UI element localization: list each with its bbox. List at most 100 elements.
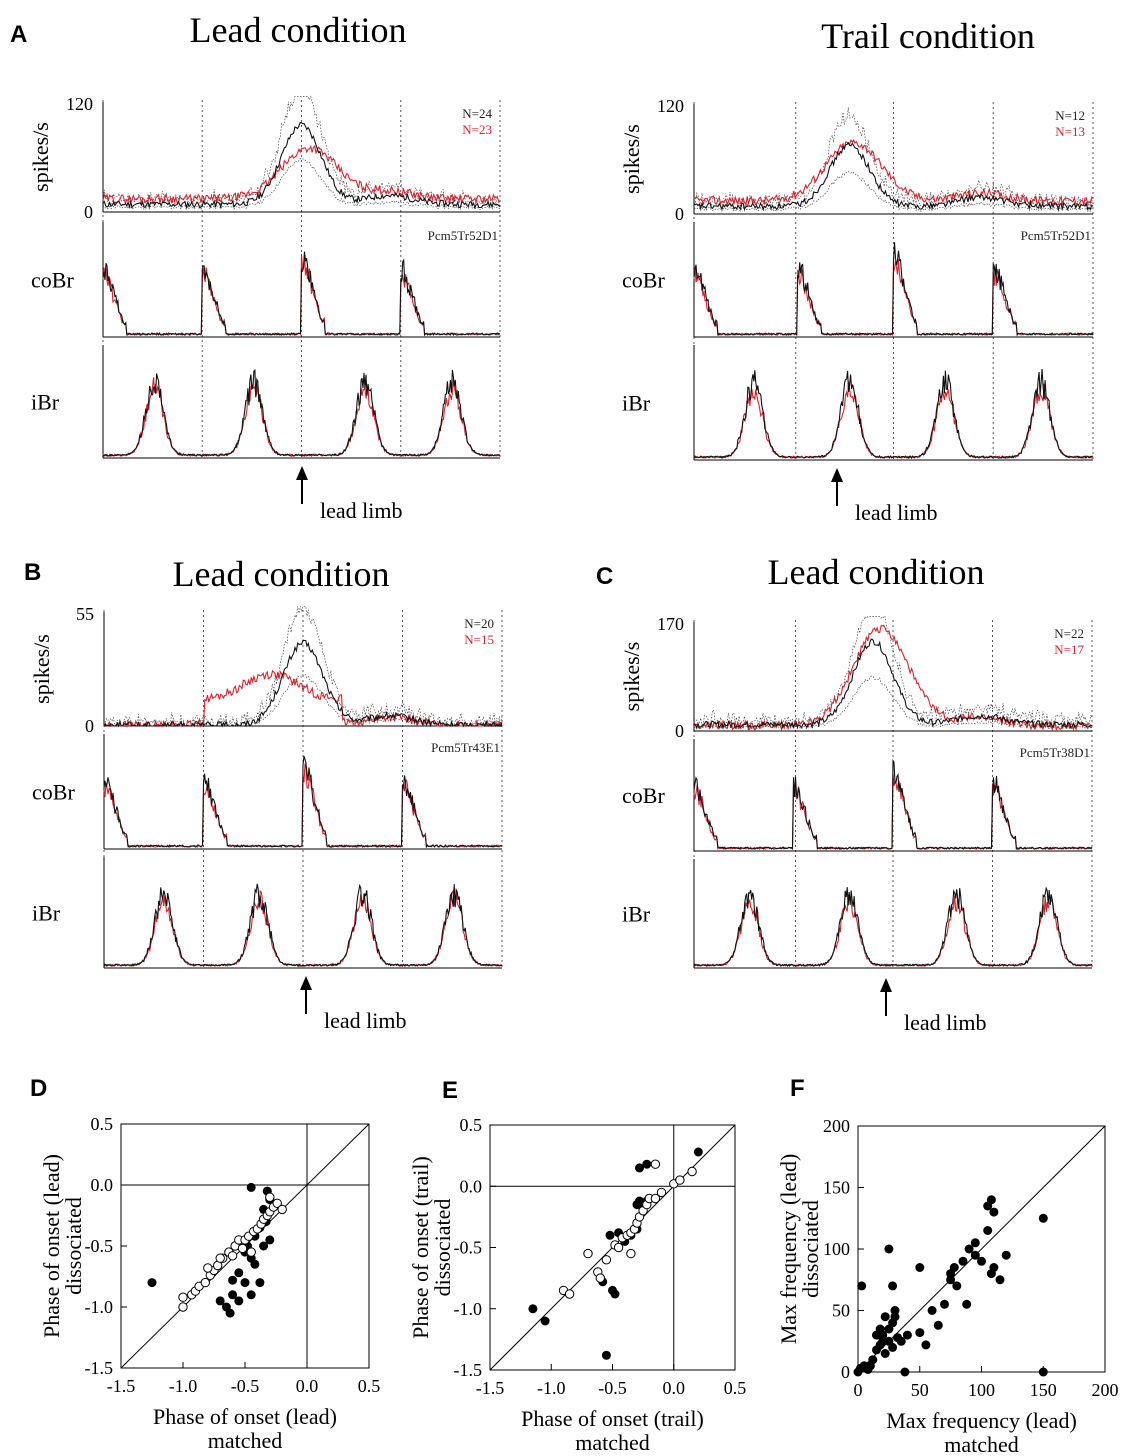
filled-point-47 <box>875 1324 885 1334</box>
open-point-29 <box>246 1247 256 1257</box>
ibr-trace-black <box>102 368 501 457</box>
filled-point-2 <box>601 1350 611 1360</box>
arrow-head <box>831 468 843 482</box>
rate-trace-red <box>103 669 503 728</box>
x-tick-label-2: 100 <box>968 1380 995 1400</box>
filled-point-24 <box>921 1340 931 1350</box>
rate-ymax-label: 55 <box>76 604 94 624</box>
x-tick-label-2: -0.5 <box>598 1378 627 1398</box>
cobr-trace-black <box>102 251 501 337</box>
filled-point-38 <box>986 1195 996 1205</box>
ibr-trace-black <box>103 883 503 968</box>
cell-id-label: Pcm5Tr43E1 <box>431 740 500 755</box>
filled-point-20 <box>215 1296 225 1306</box>
open-point-23 <box>626 1248 636 1259</box>
x-axis-label: Phase of onset (lead) <box>153 1404 337 1429</box>
scatter-e: -1.5 -1.0 -0.5 0.0 0.5 0.5 0.0 -0.5 -1.0 -1.5 Phas… <box>408 1115 746 1455</box>
panel-label-b: B <box>24 559 41 586</box>
filled-point-36 <box>983 1226 993 1235</box>
open-point-0 <box>178 1302 188 1312</box>
panel-c-traces: 170 0 spikes/s N=22N=17 Pcm5Tr38D1 coBr iBr lea… <box>619 614 1093 1035</box>
x-axis-label-2: matched <box>208 1428 283 1453</box>
filled-point-16 <box>642 1159 652 1169</box>
y-tick-label-3: -1.0 <box>85 1297 114 1317</box>
open-point-22 <box>595 1273 605 1283</box>
n-black-label: N=20 <box>464 616 494 631</box>
filled-point-17 <box>888 1281 898 1291</box>
filled-point-18 <box>884 1244 894 1254</box>
filled-point-28 <box>946 1275 956 1285</box>
filled-point-42 <box>1001 1250 1011 1260</box>
open-point-5 <box>200 1277 211 1288</box>
panel-a-trail-title: Trail condition <box>821 16 1035 56</box>
filled-point-33 <box>962 1299 972 1309</box>
y-tick-label-0: 200 <box>823 1116 850 1136</box>
ibr-trace-black <box>693 886 1093 968</box>
x-tick-label-0: -1.5 <box>476 1378 505 1398</box>
filled-point-25 <box>915 1263 925 1272</box>
panel-label-c: C <box>596 563 613 590</box>
filled-point-43 <box>986 1269 996 1279</box>
x-axis-label-2: matched <box>944 1432 1019 1456</box>
ibr-label: iBr <box>31 390 60 415</box>
n-red-label: N=15 <box>464 632 494 647</box>
open-point-4 <box>601 1255 612 1265</box>
open-point-16 <box>650 1193 661 1204</box>
open-point-1 <box>178 1292 188 1302</box>
open-point-25 <box>277 1204 287 1215</box>
filled-point-20 <box>896 1336 906 1346</box>
panel-a-title: Lead condition <box>190 10 407 50</box>
filled-point-0 <box>528 1304 538 1314</box>
filled-point-34 <box>970 1238 980 1248</box>
y-tick-label-4: -1.5 <box>454 1360 483 1380</box>
arrow-label: lead limb <box>855 500 937 525</box>
filled-point-15 <box>635 1163 644 1173</box>
y-axis-label: Phase of onset (lead) <box>39 1154 64 1338</box>
cobr-label: coBr <box>622 268 665 293</box>
filled-point-9 <box>880 1349 890 1358</box>
x-tick-label-0: 0 <box>854 1380 863 1400</box>
filled-point-21 <box>259 1241 269 1251</box>
rate-trace-black <box>102 122 501 210</box>
filled-point-26 <box>933 1320 943 1330</box>
ibr-label: iBr <box>622 902 651 927</box>
rate-trace-red <box>693 138 1094 207</box>
filled-point-19 <box>246 1290 256 1300</box>
rate-trace-black <box>103 639 503 728</box>
rate-sd-upper <box>693 615 1093 730</box>
filled-point-48 <box>865 1361 875 1371</box>
x-tick-label-3: 0.0 <box>296 1376 319 1396</box>
open-point-24 <box>272 1198 282 1209</box>
y-axis-label-2: dissociated <box>61 1197 86 1295</box>
y-tick-label-2: -0.5 <box>454 1238 483 1258</box>
filled-point-12 <box>228 1275 238 1285</box>
arrow-label: lead limb <box>320 498 402 523</box>
filled-point-4 <box>610 1289 620 1299</box>
identity-line <box>857 1125 1106 1373</box>
cobr-label: coBr <box>31 268 74 293</box>
y-tick-label-1: 150 <box>823 1178 850 1198</box>
open-point-14 <box>237 1243 248 1254</box>
rate-ymin-label: 0 <box>85 716 94 736</box>
filled-point-44 <box>1038 1213 1048 1223</box>
filled-point-30 <box>952 1281 962 1291</box>
cobr-trace-black <box>693 759 1093 851</box>
filled-point-32 <box>964 1244 974 1254</box>
ibr-trace-black <box>693 368 1094 460</box>
open-point-20 <box>687 1166 697 1177</box>
arrow-head <box>300 976 312 990</box>
filled-point-22 <box>902 1330 912 1340</box>
x-tick-label-4: 0.5 <box>358 1376 381 1396</box>
rate-trace-red <box>102 144 501 205</box>
x-tick-label-1: -1.0 <box>537 1378 566 1398</box>
y-tick-label-2: 100 <box>823 1239 850 1259</box>
filled-point-23 <box>915 1328 925 1338</box>
y-axis-label: Max frequency (lead) <box>776 1154 801 1345</box>
y-tick-label-0: 0.5 <box>91 1114 114 1134</box>
cell-id-label: Pcm5Tr38D1 <box>1020 745 1090 760</box>
arrow-label: lead limb <box>904 1010 986 1035</box>
y-tick-label-2: -0.5 <box>85 1236 114 1256</box>
n-red-label: N=23 <box>462 122 492 137</box>
filled-point-1 <box>246 1182 256 1192</box>
